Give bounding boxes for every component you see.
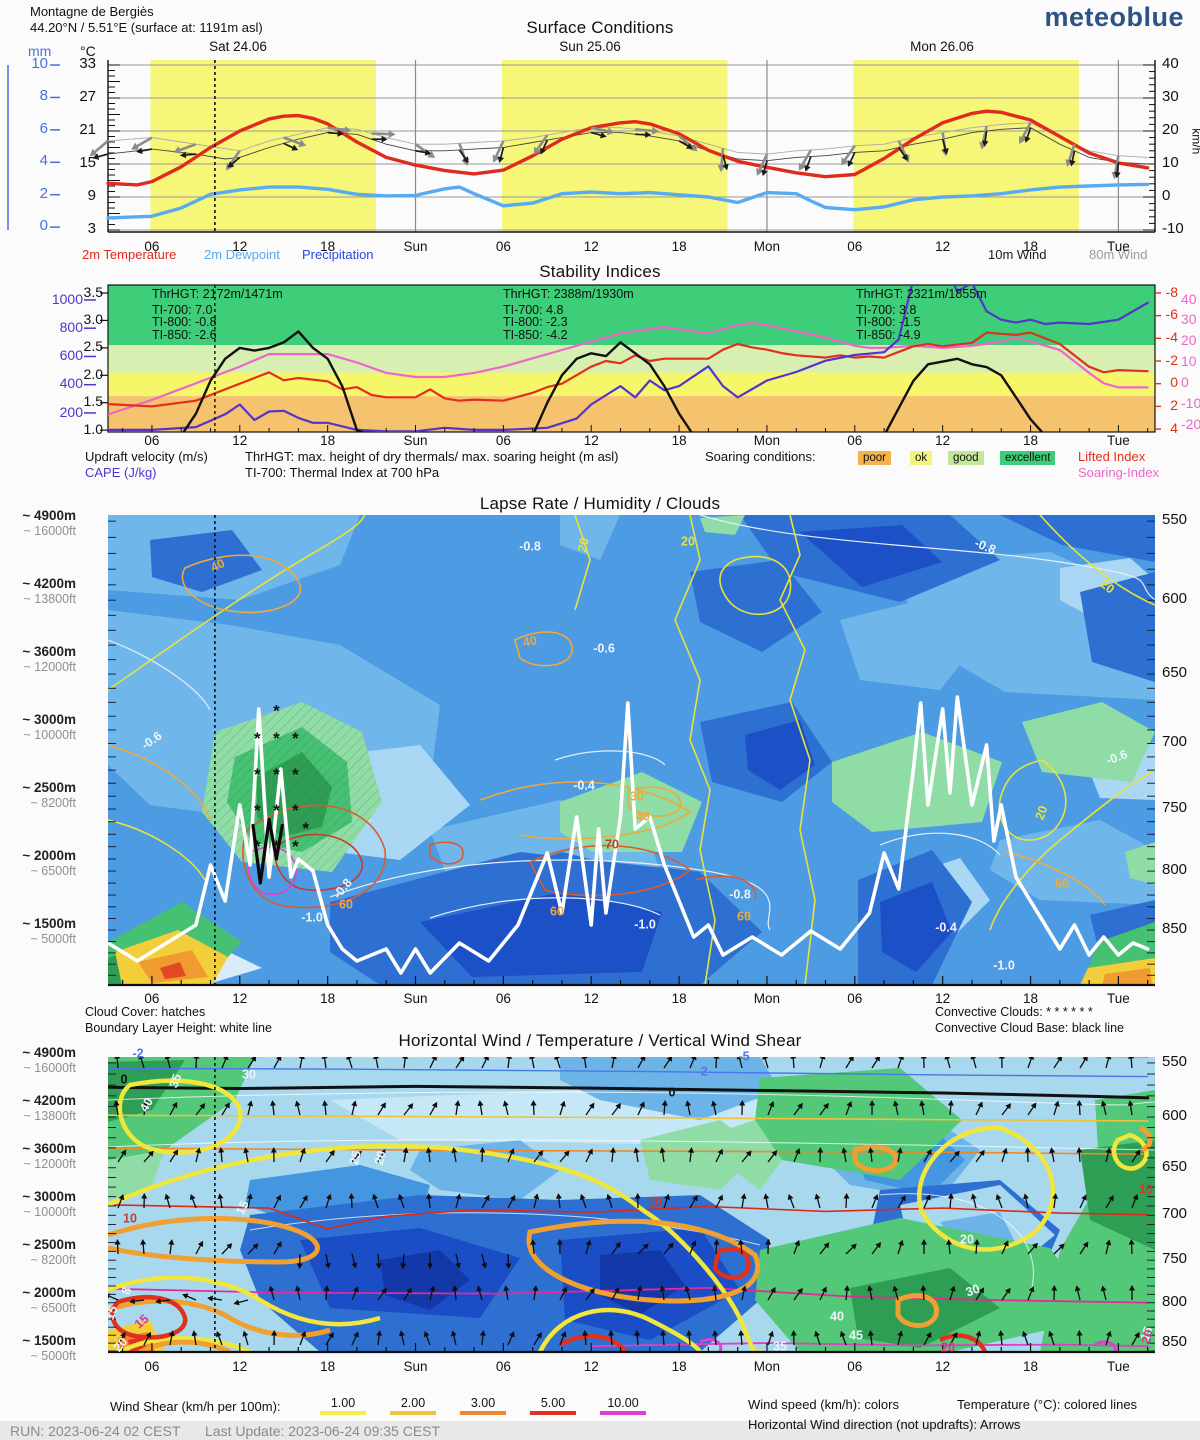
svg-text:*: * <box>273 837 280 856</box>
svg-text:*: * <box>292 765 299 784</box>
humidity-cloud-shading <box>108 515 1155 985</box>
svg-text:*: * <box>292 837 299 856</box>
axes-and-ticks <box>0 1062 1200 1440</box>
wind-temperature-shear-plot <box>108 1057 1155 1352</box>
svg-text:*: * <box>254 729 261 748</box>
svg-text:*: * <box>273 765 280 784</box>
svg-text:*: * <box>302 819 309 838</box>
svg-text:*: * <box>273 701 280 720</box>
lapse-rate-humidity-clouds-plot: ************** <box>108 515 1155 985</box>
svg-text:*: * <box>254 765 261 784</box>
wind-shear-contours <box>108 1078 1153 1352</box>
humidity-contour-lines <box>108 515 1155 985</box>
svg-text:*: * <box>273 729 280 748</box>
stability-indices-plot <box>84 284 1161 433</box>
panel3-axes <box>108 520 1155 987</box>
svg-text:*: * <box>273 801 280 820</box>
svg-text:*: * <box>292 729 299 748</box>
svg-text:*: * <box>254 801 261 820</box>
surface-conditions-plot <box>7 60 1156 233</box>
svg-text:*: * <box>254 837 261 856</box>
svg-text:*: * <box>292 801 299 820</box>
